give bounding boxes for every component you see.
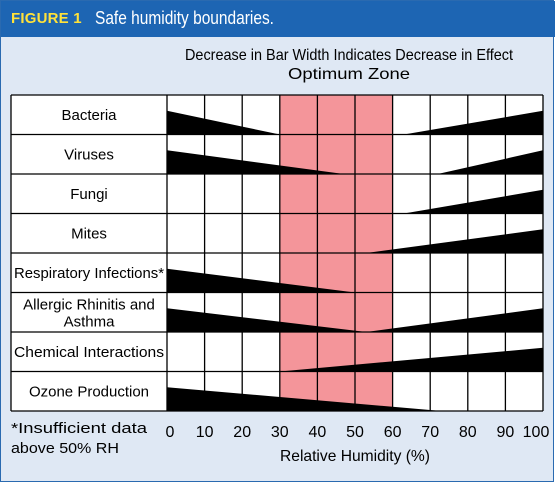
- effect-bar-5-0: [167, 308, 367, 332]
- x-tick-label: 30: [271, 424, 289, 441]
- effect-bar-0-1: [403, 110, 543, 135]
- row-label: Bacteria: [61, 107, 117, 124]
- row-label: Respiratory Infections*: [14, 265, 164, 282]
- chart-header-line: Decrease in Bar Width Indicates Decrease…: [185, 47, 513, 64]
- effect-bar-0-0: [167, 110, 280, 135]
- row-label: Ozone Production: [29, 383, 149, 400]
- x-tick-label: 60: [384, 424, 402, 441]
- effect-bar-6-0: [279, 347, 543, 372]
- x-tick-label: 80: [459, 424, 477, 441]
- effect-bar-5-1: [366, 308, 543, 332]
- figure-label: FIGURE 1: [11, 10, 82, 27]
- x-tick-label: 70: [421, 424, 439, 441]
- figure-title: Safe humidity boundaries.: [95, 8, 274, 28]
- x-tick-label: 0: [166, 424, 175, 441]
- x-tick-label: 100: [523, 424, 550, 441]
- x-tick-label: 20: [233, 424, 251, 441]
- effect-bar-7-0: [167, 387, 442, 411]
- figure-title-bar: FIGURE 1 Safe humidity boundaries.: [1, 1, 555, 37]
- row-label: Viruses: [64, 146, 114, 163]
- x-tick-label: 10: [196, 424, 214, 441]
- row-label: Fungi: [70, 186, 108, 203]
- footnote-line: *Insufficient data: [11, 420, 148, 437]
- row-label-line: Asthma: [64, 313, 116, 330]
- footnote-line: above 50% RH: [11, 440, 119, 457]
- row-label: Chemical Interactions: [14, 344, 164, 361]
- humidity-chart: Decrease in Bar Width Indicates Decrease…: [10, 47, 550, 465]
- x-tick-label: 50: [346, 424, 364, 441]
- x-tick-label: 90: [497, 424, 515, 441]
- row-label: Mites: [71, 225, 107, 242]
- effect-bar-1-1: [437, 150, 543, 174]
- effect-bar-3-0: [366, 229, 543, 253]
- row-label-line: Allergic Rhinitis and: [23, 296, 155, 313]
- x-tick-label: 40: [309, 424, 327, 441]
- chart-header-line: Optimum Zone: [288, 66, 410, 83]
- x-axis-label: Relative Humidity (%): [280, 448, 430, 465]
- effect-bar-2-0: [403, 189, 543, 214]
- effect-bar-4-0: [167, 268, 355, 293]
- row-label: Allergic Rhinitis and Asthma: [23, 296, 155, 330]
